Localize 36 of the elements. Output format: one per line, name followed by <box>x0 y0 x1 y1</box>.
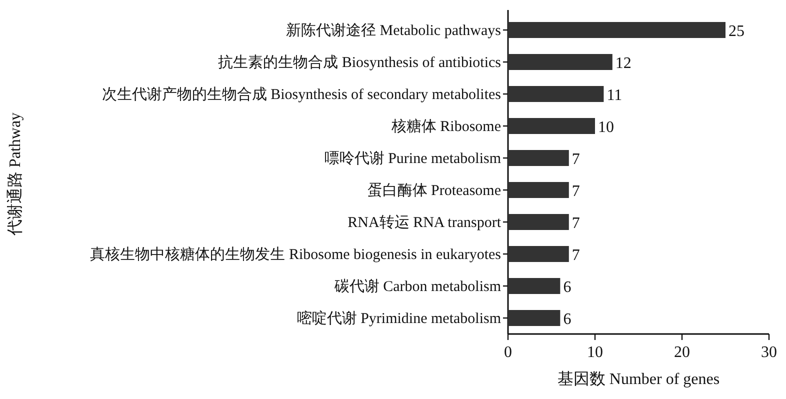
y-tick-label: 新陈代谢途径 Metabolic pathways <box>286 22 502 39</box>
x-tick-label: 0 <box>504 344 512 361</box>
y-tick-label: 核糖体 Ribosome <box>390 118 502 135</box>
y-tick-label: 真核生物中核糖体的生物发生 Ribosome biogenesis in eukaryotes <box>90 246 502 263</box>
x-tick-label: 20 <box>674 344 690 361</box>
bar <box>508 150 569 166</box>
bar <box>508 118 595 134</box>
y-tick-label: 抗生素的生物合成 Biosynthesis of antibiotics <box>218 54 502 71</box>
bar <box>508 182 569 198</box>
data-label: 7 <box>572 247 580 264</box>
bar <box>508 54 612 70</box>
bar <box>508 310 560 326</box>
y-tick-label: RNA转运 RNA transport <box>348 214 502 231</box>
x-tick-label: 10 <box>587 344 603 361</box>
x-tick-label: 30 <box>761 344 777 361</box>
data-label: 6 <box>563 279 572 296</box>
data-label: 12 <box>615 55 632 72</box>
data-label: 6 <box>563 311 572 328</box>
y-tick-label: 嘌呤代谢 Purine metabolism <box>324 150 502 167</box>
bar <box>508 246 569 262</box>
y-axis-title: 代谢通路 Pathway <box>6 112 24 237</box>
y-tick-label: 嘧啶代谢 Pyrimidine metabolism <box>296 310 502 327</box>
y-tick-label: 蛋白酶体 Proteasome <box>367 182 502 199</box>
y-tick-label: 次生代谢产物的生物合成 Biosynthesis of secondary metabolites <box>102 86 502 103</box>
data-label: 25 <box>728 23 744 40</box>
bar <box>508 214 569 230</box>
data-label: 7 <box>572 215 580 232</box>
data-label: 11 <box>606 87 622 104</box>
bar <box>508 278 560 294</box>
y-tick-label: 碳代谢 Carbon metabolism <box>333 278 502 295</box>
data-label: 10 <box>598 119 614 136</box>
data-label: 7 <box>572 183 580 200</box>
data-label: 7 <box>572 151 580 168</box>
bar <box>508 86 604 102</box>
bar <box>508 22 726 38</box>
x-axis-title: 基因数 Number of genes <box>557 370 720 388</box>
